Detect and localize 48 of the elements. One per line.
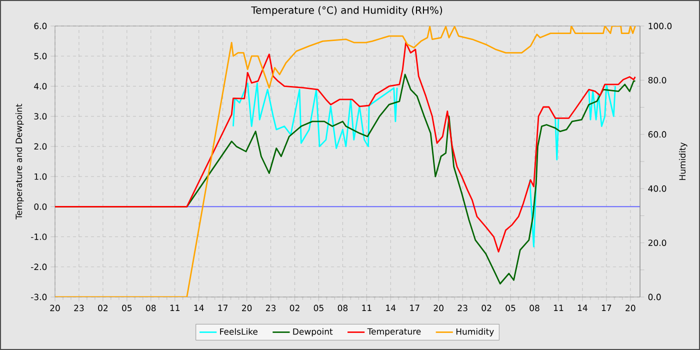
x-tick-label: 20: [242, 304, 252, 312]
y-tick-label: 6.0: [34, 22, 47, 30]
x-tick-label: 20: [434, 304, 444, 312]
x-tick-label: 17: [218, 304, 228, 311]
y-axis-title: Temperature and Dewpoint: [16, 104, 24, 220]
legend-label: Temperature: [367, 328, 421, 336]
y2-tick-label: 80.0: [648, 76, 666, 84]
x-tick-label: 05: [506, 304, 516, 312]
y2-tick-label: 20.0: [648, 240, 666, 246]
x-tick-label: 11: [554, 304, 564, 311]
chart-title: Temperature (°C) and Humidity (RH%): [251, 6, 442, 16]
y-tick-label: 4.0: [34, 83, 47, 90]
y-tick-label: 5.0: [34, 52, 47, 60]
legend-label: FeelsLike: [220, 328, 258, 335]
y-tick-label: 2.0: [34, 143, 47, 150]
x-tick-label: 20: [50, 304, 60, 312]
y-tick-label: -3.0: [31, 294, 47, 300]
x-tick-label: 23: [266, 304, 276, 312]
y2-tick-label: 0.0: [648, 294, 661, 300]
y2-tick-label: 60.0: [648, 131, 666, 138]
y-tick-label: 3.0: [34, 113, 47, 120]
x-tick-label: 23: [74, 304, 84, 312]
x-tick-label: 17: [410, 304, 420, 311]
x-tick-label: 08: [146, 304, 156, 312]
x-tick-label: 05: [122, 304, 132, 312]
x-tick-label: 14: [194, 304, 204, 311]
y-tick-label: -1.0: [31, 234, 47, 240]
legend-label: Dewpoint: [293, 328, 333, 336]
x-tick-label: 17: [602, 304, 612, 311]
x-tick-label: 05: [314, 304, 324, 312]
x-tick-label: 14: [386, 304, 396, 311]
y-tick-label: 1.0: [34, 173, 47, 180]
x-tick-label: 14: [578, 304, 588, 311]
x-tick-label: 08: [338, 304, 348, 312]
y2-axis-title: Humidity: [679, 142, 688, 180]
x-tick-label: 02: [98, 304, 108, 312]
y-tick-label: 0.0: [34, 203, 47, 210]
x-tick-label: 02: [290, 304, 300, 312]
x-tick-label: 11: [362, 304, 372, 311]
y-tick-label: -2.0: [31, 264, 47, 270]
x-tick-label: 11: [170, 304, 180, 311]
x-tick-label: 20: [626, 304, 636, 312]
y2-tick-label: 40.0: [648, 185, 666, 192]
x-tick-label: 02: [482, 304, 492, 312]
legend-label: Humidity: [456, 328, 494, 336]
y2-tick-label: 100.0: [648, 22, 672, 30]
x-tick-label: 23: [458, 304, 468, 312]
x-tick-label: 08: [530, 304, 540, 312]
